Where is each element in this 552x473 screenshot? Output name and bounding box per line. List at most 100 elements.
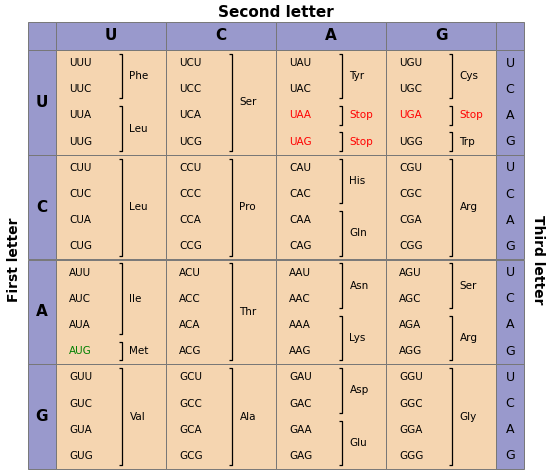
Text: Gln: Gln	[349, 228, 367, 238]
Text: UGU: UGU	[399, 58, 422, 68]
Text: Ser: Ser	[240, 97, 257, 107]
Text: G: G	[505, 449, 515, 463]
Text: Pro: Pro	[240, 202, 256, 212]
Text: CAA: CAA	[289, 215, 311, 225]
Bar	[28, 50, 56, 155]
Text: G: G	[505, 240, 515, 253]
Text: Lys: Lys	[349, 333, 366, 343]
Text: Val: Val	[130, 412, 145, 421]
Text: AGU: AGU	[399, 268, 422, 278]
Text: UUG: UUG	[69, 137, 92, 147]
Text: UUC: UUC	[69, 84, 92, 94]
Bar	[166, 364, 276, 469]
Text: GGU: GGU	[399, 372, 423, 382]
Bar	[496, 22, 524, 50]
Text: U: U	[506, 266, 514, 279]
Text: AAG: AAG	[289, 346, 312, 356]
Text: Third letter: Third letter	[531, 215, 545, 304]
Text: CGA: CGA	[399, 215, 422, 225]
Text: UUA: UUA	[69, 111, 91, 121]
Text: Asp: Asp	[349, 385, 369, 395]
Text: U: U	[506, 57, 514, 70]
Text: AAU: AAU	[289, 268, 311, 278]
Text: Asn: Asn	[349, 280, 369, 291]
Bar	[386, 155, 496, 260]
Bar	[496, 364, 524, 469]
Bar	[56, 364, 166, 469]
Text: CUU: CUU	[69, 163, 92, 173]
Text: His: His	[349, 176, 366, 186]
Text: G: G	[435, 28, 447, 44]
Text: CUC: CUC	[69, 189, 92, 199]
Bar	[166, 50, 276, 155]
Text: AUA: AUA	[69, 320, 91, 330]
Text: UGG: UGG	[399, 137, 423, 147]
Text: Arg: Arg	[459, 202, 477, 212]
Text: ACG: ACG	[179, 346, 201, 356]
Text: UCA: UCA	[179, 111, 201, 121]
Text: UUU: UUU	[69, 58, 92, 68]
Text: GGC: GGC	[399, 399, 423, 409]
Text: U: U	[36, 95, 48, 110]
Bar	[496, 260, 524, 364]
Text: ACC: ACC	[179, 294, 201, 304]
Bar	[166, 22, 276, 50]
Text: AGC: AGC	[399, 294, 422, 304]
Text: GCU: GCU	[179, 372, 202, 382]
Bar	[276, 50, 386, 155]
Text: CAG: CAG	[289, 241, 312, 252]
Text: GUC: GUC	[69, 399, 92, 409]
Text: First letter: First letter	[7, 217, 21, 302]
Text: CCU: CCU	[179, 163, 201, 173]
Text: C: C	[506, 187, 514, 201]
Bar	[276, 155, 386, 260]
Text: Leu: Leu	[130, 123, 148, 133]
Bar	[28, 155, 56, 260]
Text: GAG: GAG	[289, 451, 312, 461]
Text: Second letter: Second letter	[218, 6, 334, 20]
Text: GUA: GUA	[69, 425, 92, 435]
Text: ACU: ACU	[179, 268, 201, 278]
Text: C: C	[506, 397, 514, 410]
Text: CCA: CCA	[179, 215, 201, 225]
Bar	[276, 22, 386, 50]
Text: GUG: GUG	[69, 451, 93, 461]
Bar	[166, 155, 276, 260]
Text: UAU: UAU	[289, 58, 311, 68]
Text: CAU: CAU	[289, 163, 311, 173]
Text: GGG: GGG	[399, 451, 423, 461]
Text: C: C	[506, 83, 514, 96]
Bar	[166, 260, 276, 364]
Text: GUU: GUU	[69, 372, 92, 382]
Text: A: A	[506, 318, 514, 332]
Bar	[386, 364, 496, 469]
Bar	[56, 155, 166, 260]
Text: CUG: CUG	[69, 241, 92, 252]
Text: A: A	[325, 28, 337, 44]
Text: UAC: UAC	[289, 84, 311, 94]
Text: C: C	[506, 292, 514, 305]
Text: C: C	[215, 28, 226, 44]
Text: A: A	[506, 214, 514, 227]
Text: AUG: AUG	[69, 346, 92, 356]
Text: A: A	[36, 304, 48, 319]
Text: GGA: GGA	[399, 425, 423, 435]
Text: AUU: AUU	[69, 268, 91, 278]
Text: Stop: Stop	[349, 137, 373, 147]
Text: Tyr: Tyr	[349, 71, 365, 81]
Text: CGU: CGU	[399, 163, 422, 173]
Text: Glu: Glu	[349, 438, 367, 448]
Bar	[28, 260, 56, 364]
Text: C: C	[36, 200, 47, 215]
Text: GAA: GAA	[289, 425, 312, 435]
Bar	[276, 364, 386, 469]
Text: ACA: ACA	[179, 320, 201, 330]
Text: GCC: GCC	[179, 399, 202, 409]
Bar	[496, 50, 524, 155]
Text: CGC: CGC	[399, 189, 422, 199]
Bar	[276, 260, 386, 364]
Text: Ile: Ile	[130, 294, 142, 304]
Text: Arg: Arg	[459, 333, 477, 343]
Text: Thr: Thr	[240, 307, 257, 317]
Text: UCU: UCU	[179, 58, 201, 68]
